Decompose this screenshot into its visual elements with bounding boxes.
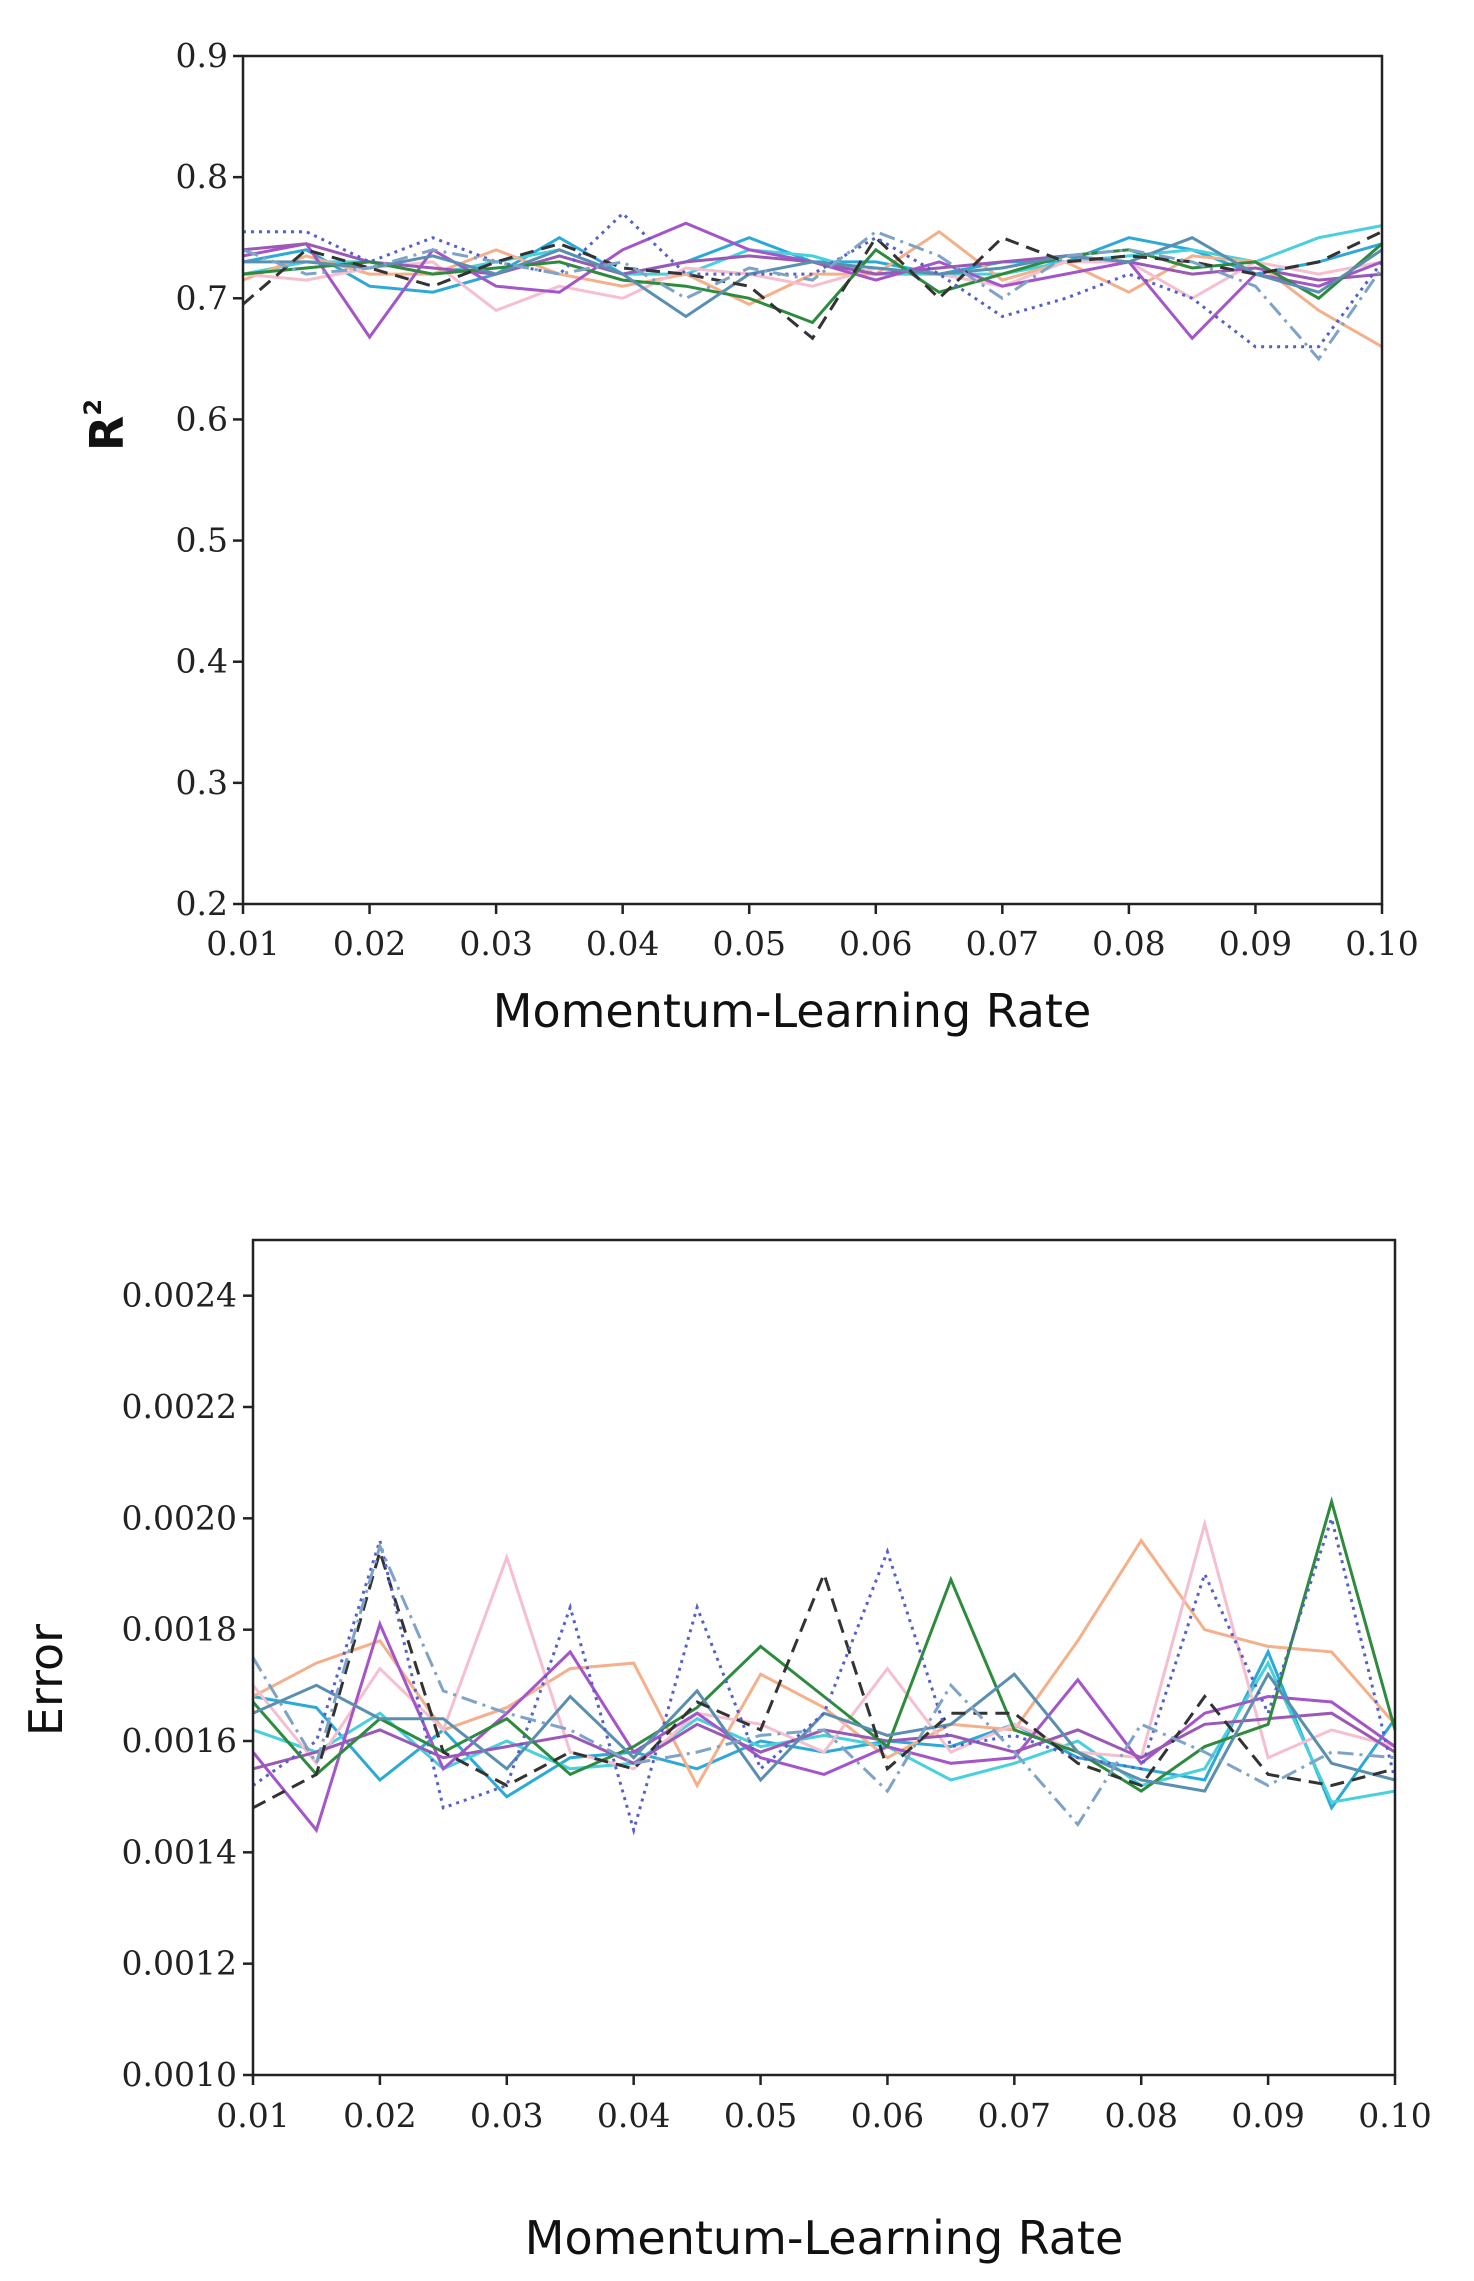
- r2-x-tick-label: 0.07: [966, 924, 1039, 963]
- r2-y-tick-label: 0.3: [176, 763, 228, 802]
- r2-x-tick-label: 0.02: [333, 924, 406, 963]
- r2-x-tick-label: 0.09: [1219, 924, 1292, 963]
- error-y-tick-label: 0.0020: [122, 1498, 237, 1537]
- r2-x-tick-label: 0.05: [712, 924, 785, 963]
- error-x-tick-label: 0.06: [851, 2096, 924, 2135]
- r2-plot-frame: [241, 54, 1384, 906]
- r2-x-tick-label: 0.03: [459, 924, 532, 963]
- error-y-tick-label: 0.0022: [122, 1387, 237, 1426]
- error-series-line-5: [251, 1619, 1396, 1834]
- r2-y-axis-label: R2: [79, 399, 134, 451]
- r2-y-tick-label: 0.9: [176, 36, 228, 75]
- r2-chart: 0.01 0.02 0.03 0.04 0.05 0.06 0.07 0.08 0.09 0.10…: [79, 36, 1419, 1038]
- error-series-line-11: [251, 1541, 1396, 1827]
- error-x-ticks: 0.01 0.02 0.03 0.04 0.05 0.06 0.07 0.08 0.09 0.10: [216, 2075, 1432, 2135]
- r2-series-lines: [242, 211, 1384, 362]
- r2-y-tick-label: 0.4: [176, 642, 228, 681]
- error-x-tick-label: 0.03: [470, 2096, 543, 2135]
- r2-y-axis-letter: R: [80, 416, 134, 451]
- r2-y-tick-label: 0.2: [176, 884, 228, 923]
- r2-y-tick-label: 0.5: [176, 521, 228, 560]
- r2-x-ticks: 0.01 0.02 0.03 0.04 0.05 0.06 0.07 0.08 0.09 0.10: [206, 904, 1419, 963]
- r2-series-line-11: [242, 229, 1384, 362]
- error-x-tick-label: 0.09: [1231, 2096, 1304, 2135]
- r2-series-line-9: [242, 230, 1383, 341]
- error-plot-frame: [251, 1238, 1397, 2077]
- error-y-tick-label: 0.0016: [122, 1721, 237, 1760]
- r2-x-axis-title: Momentum-Learning Rate: [493, 984, 1092, 1038]
- error-series-line-2: [252, 1659, 1396, 1804]
- error-x-tick-label: 0.07: [978, 2096, 1051, 2135]
- error-x-tick-label: 0.05: [724, 2096, 797, 2135]
- r2-y-axis-superscript: 2: [79, 399, 107, 416]
- r2-x-tick-label: 0.01: [206, 924, 279, 963]
- error-y-tick-label: 0.0014: [122, 1832, 237, 1871]
- r2-y-tick-label: 0.8: [176, 157, 228, 196]
- error-series-lines: [251, 1496, 1397, 1836]
- error-x-tick-label: 0.02: [343, 2096, 416, 2135]
- error-y-tick-label: 0.0010: [122, 2055, 237, 2094]
- error-x-tick-label: 0.08: [1104, 2096, 1177, 2135]
- error-y-axis-title: Error: [19, 1624, 73, 1736]
- r2-x-tick-label: 0.04: [586, 924, 659, 963]
- error-series-line-7: [251, 1496, 1397, 1793]
- r2-x-tick-label: 0.08: [1092, 924, 1165, 963]
- error-x-tick-label: 0.04: [597, 2096, 670, 2135]
- r2-y-axis-title: R2: [79, 399, 134, 451]
- error-y-tick-label: 0.0024: [122, 1276, 237, 1315]
- error-x-axis-title: Momentum-Learning Rate: [525, 2211, 1124, 2265]
- error-y-tick-label: 0.0012: [122, 1944, 237, 1983]
- error-x-tick-label: 0.01: [216, 2096, 289, 2135]
- error-series-line-10: [252, 1512, 1397, 1836]
- r2-y-ticks: 0.2 0.3 0.4 0.5 0.6 0.7 0.8 0.9: [176, 36, 243, 923]
- r2-x-tick-label: 0.10: [1345, 924, 1418, 963]
- r2-series-line-10: [243, 211, 1384, 349]
- r2-series-line-7: [242, 242, 1383, 325]
- r2-series-line-8: [243, 236, 1383, 319]
- r2-x-tick-label: 0.06: [839, 924, 912, 963]
- error-y-ticks: 0.0010 0.0012 0.0014 0.0016 0.0018 0.0020 0.00…: [122, 1276, 253, 2094]
- r2-y-tick-label: 0.6: [176, 399, 228, 438]
- error-series-line-8: [252, 1671, 1396, 1793]
- error-series-line-4: [251, 1518, 1396, 1771]
- error-series-line-9: [252, 1546, 1396, 1810]
- error-chart: 0.01 0.02 0.03 0.04 0.05 0.06 0.07 0.08 0.09 0.10…: [19, 1238, 1432, 2265]
- error-x-tick-label: 0.10: [1358, 2096, 1431, 2135]
- error-y-tick-label: 0.0018: [122, 1610, 237, 1649]
- r2-y-tick-label: 0.7: [176, 278, 228, 317]
